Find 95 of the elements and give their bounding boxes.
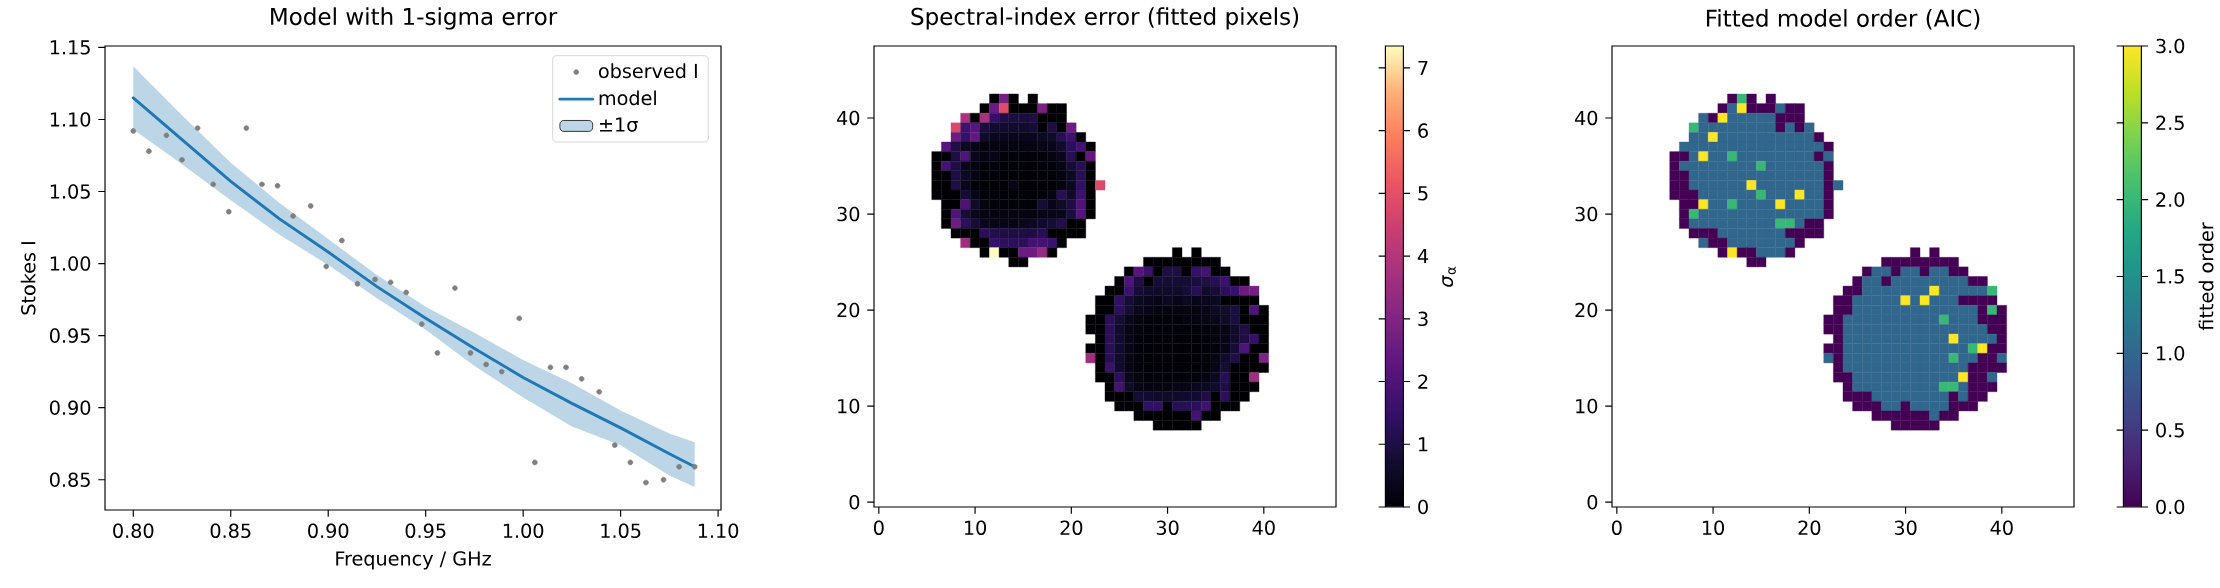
point (339, 237, 345, 244)
point (307, 203, 314, 209)
color-bar-label: 1.5 (2157, 269, 2184, 284)
point (243, 125, 250, 131)
point (290, 213, 296, 219)
y-tick-label: 40 (1574, 110, 1598, 126)
x-tick-label: 10 (964, 520, 987, 536)
x-tick-label: 0.90 (308, 523, 349, 539)
point (274, 182, 281, 189)
color-bar-label: 0.0 (2156, 499, 2185, 515)
point (387, 279, 394, 286)
point (660, 476, 667, 483)
x-tick-label: 20 (1060, 520, 1083, 536)
x-tick-label: 10 (1702, 520, 1725, 536)
color-bar-title: fitted order (2198, 222, 2214, 331)
color-bar-label: 6 (1418, 123, 1428, 138)
color-bar-label: 3.0 (2156, 38, 2185, 54)
point (452, 285, 458, 291)
color-bar-label: 2.0 (2156, 192, 2185, 207)
y-tick-label: 10 (1576, 398, 1598, 414)
y-tick-label: 0.85 (50, 472, 90, 487)
point (516, 315, 523, 322)
color-bar-label: 0.5 (2156, 422, 2184, 438)
legend-label: ±1σ (599, 117, 638, 132)
point (259, 181, 265, 188)
point (194, 125, 201, 131)
x-axis-title: Frequency / GHz (336, 551, 491, 570)
point (403, 289, 409, 296)
color-bar-label: 1.0 (2157, 346, 2185, 361)
chart-title: Fitted model order (AIC) (1706, 9, 1980, 30)
x-tick-label: 1.10 (698, 523, 739, 539)
x-tick-label: 0 (1611, 520, 1622, 536)
x-tick-label: 0.95 (405, 523, 446, 539)
color-bar-label: 2.5 (2156, 115, 2184, 131)
point (418, 321, 425, 327)
point (323, 263, 330, 270)
y-tick-label: 20 (1575, 302, 1598, 318)
point (226, 208, 232, 215)
point (691, 463, 698, 470)
y-tick-label: 30 (1575, 206, 1598, 222)
chart-title: Model with 1-sigma error (271, 7, 558, 30)
legend-label: model (599, 90, 656, 106)
y-tick-label: 1.00 (50, 256, 91, 271)
x-tick-label: 0 (873, 520, 884, 536)
y-tick-label: 1.15 (50, 40, 90, 55)
point (146, 148, 152, 154)
point (547, 364, 554, 371)
y-tick-label: 0.95 (50, 328, 90, 343)
point (578, 376, 585, 382)
point (354, 280, 361, 287)
point (532, 459, 538, 466)
color-bar-label: 3 (1418, 311, 1428, 327)
point (627, 459, 634, 466)
point (676, 463, 682, 470)
x-tick-label: 1.05 (601, 523, 641, 539)
y-tick-label: 1.10 (50, 112, 91, 127)
color-bar-label: 2 (1418, 374, 1428, 389)
y-axis-title: Stokes I (20, 242, 36, 315)
y-tick-label: 0.90 (50, 400, 91, 415)
x-tick-label: 30 (1894, 520, 1917, 536)
color-bar-label: 0 (1418, 499, 1428, 515)
point (596, 389, 602, 395)
point (130, 128, 137, 134)
point (611, 442, 618, 448)
color-bar-label: 5 (1418, 186, 1428, 201)
y-tick-label: 1.05 (50, 184, 90, 199)
x-tick-label: 20 (1798, 520, 1821, 536)
point (643, 479, 649, 486)
point (563, 364, 569, 371)
x-tick-label: 1.00 (503, 523, 544, 539)
x-tick-label: 0.80 (113, 523, 154, 539)
point (467, 350, 474, 356)
x-tick-label: 40 (1252, 520, 1275, 536)
x-tick-label: 40 (1990, 520, 2013, 536)
color-bar-title: σ$_{α}$ (1442, 266, 1456, 287)
color-bar-label: 4 (1417, 249, 1429, 264)
point (210, 181, 216, 188)
point (163, 132, 170, 139)
color-bar-label: 7 (1418, 60, 1428, 75)
point (434, 350, 441, 356)
x-tick-label: 30 (1156, 520, 1179, 536)
y-tick-label: 0 (849, 494, 860, 510)
point (498, 368, 505, 375)
legend-label: observed I (598, 63, 697, 79)
y-tick-label: 30 (837, 206, 860, 222)
chart-title: Spectral-index error (fitted pixels) (911, 7, 1299, 30)
point (179, 157, 185, 163)
point (483, 361, 489, 368)
x-tick-label: 0.85 (210, 523, 251, 539)
color-bar-label: 1 (1419, 437, 1428, 452)
y-tick-label: 0 (1587, 494, 1598, 510)
y-tick-label: 20 (837, 302, 860, 318)
point (372, 276, 378, 283)
y-tick-label: 40 (836, 110, 860, 126)
y-tick-label: 10 (838, 398, 860, 414)
